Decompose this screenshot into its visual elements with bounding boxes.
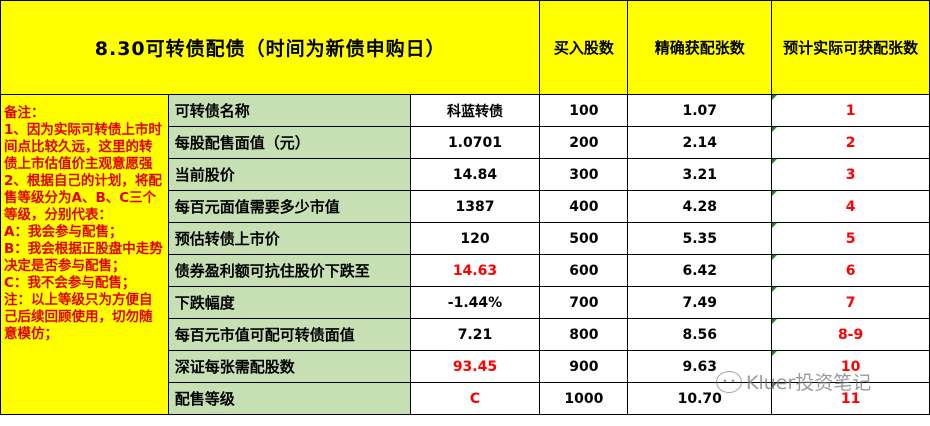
expected-cell: 11	[771, 382, 930, 415]
expected-cell: 6	[771, 254, 930, 287]
row-value: 14.84	[409, 158, 541, 191]
exact-cell: 9.63	[627, 350, 773, 383]
row-value: 1.0701	[409, 126, 541, 159]
expected-cell: 7	[771, 286, 930, 319]
row-label: 当前股价	[167, 158, 411, 191]
row-label: 每百元面值需要多少市值	[167, 190, 411, 223]
col-header-exact: 精确获配张数	[627, 0, 773, 95]
shares-cell: 800	[539, 318, 629, 351]
expected-cell: 5	[771, 222, 930, 255]
exact-cell: 6.42	[627, 254, 773, 287]
row-value: -1.44%	[409, 286, 541, 319]
exact-cell: 4.28	[627, 190, 773, 223]
table-row: 配售等级 C 1000 10.70 11	[1, 382, 930, 415]
exact-cell: 5.35	[627, 222, 773, 255]
shares-cell: 600	[539, 254, 629, 287]
row-value: 1387	[409, 190, 541, 223]
row-label: 预估转债上市价	[167, 222, 411, 255]
exact-cell: 3.21	[627, 158, 773, 191]
row-value: 科蓝转债	[409, 94, 541, 127]
col-header-shares: 买入股数	[539, 0, 629, 95]
table-row: 每百元面值需要多少市值 1387 400 4.28 4	[1, 190, 930, 223]
shares-cell: 500	[539, 222, 629, 255]
shares-cell: 1000	[539, 382, 629, 415]
row-value: 120	[409, 222, 541, 255]
table-row: 每百元市值可配可转债面值 7.21 800 8.56 8-9	[1, 318, 930, 351]
shares-cell: 300	[539, 158, 629, 191]
col-header-expected: 预计实际可获配张数	[771, 0, 930, 95]
expected-cell: 3	[771, 158, 930, 191]
table-row: 预估转债上市价 120 500 5.35 5	[1, 222, 930, 255]
bond-allocation-table: 8.30可转债配债（时间为新债申购日） 买入股数 精确获配张数 预计实际可获配张…	[0, 0, 930, 415]
table-title: 8.30可转债配债（时间为新债申购日）	[0, 0, 541, 95]
row-value: 93.45	[409, 350, 541, 383]
table-row: 当前股价 14.84 300 3.21 3	[1, 158, 930, 191]
shares-cell: 700	[539, 286, 629, 319]
expected-cell: 4	[771, 190, 930, 223]
shares-cell: 200	[539, 126, 629, 159]
row-label: 下跌幅度	[167, 286, 411, 319]
notes-cell: 备注： 1、因为实际可转债上市时间点比较久远，这里的转债上市估值价主观意愿强 2…	[0, 94, 169, 415]
shares-cell: 900	[539, 350, 629, 383]
shares-cell: 100	[539, 94, 629, 127]
row-value: 14.63	[409, 254, 541, 287]
exact-cell: 8.56	[627, 318, 773, 351]
row-label: 配售等级	[167, 382, 411, 415]
exact-cell: 7.49	[627, 286, 773, 319]
exact-cell: 2.14	[627, 126, 773, 159]
wechat-icon: • •	[716, 370, 742, 393]
row-label: 每百元市值可配可转债面值	[167, 318, 411, 351]
watermark-text: Kluer投资笔记	[746, 372, 872, 394]
row-label: 债券盈利额可抗住股价下跌至	[167, 254, 411, 287]
expected-cell: 8-9	[771, 318, 930, 351]
row-label: 深证每张需配股数	[167, 350, 411, 383]
row-label: 每股配售面值（元）	[167, 126, 411, 159]
header-row: 8.30可转债配债（时间为新债申购日） 买入股数 精确获配张数 预计实际可获配张…	[0, 0, 930, 95]
exact-cell: 10.70	[627, 382, 773, 415]
watermark: • • Kluer投资笔记	[716, 368, 871, 395]
exact-cell: 1.07	[627, 94, 773, 127]
table-row: 每股配售面值（元） 1.0701 200 2.14 2	[1, 126, 930, 159]
shares-cell: 400	[539, 190, 629, 223]
row-value: C	[409, 382, 541, 415]
expected-cell: 1	[771, 94, 930, 127]
table-row: 下跌幅度 -1.44% 700 7.49 7	[1, 286, 930, 319]
row-label: 可转债名称	[167, 94, 411, 127]
expected-cell: 2	[771, 126, 930, 159]
row-value: 7.21	[409, 318, 541, 351]
table-row: 备注： 1、因为实际可转债上市时间点比较久远，这里的转债上市估值价主观意愿强 2…	[0, 94, 930, 415]
